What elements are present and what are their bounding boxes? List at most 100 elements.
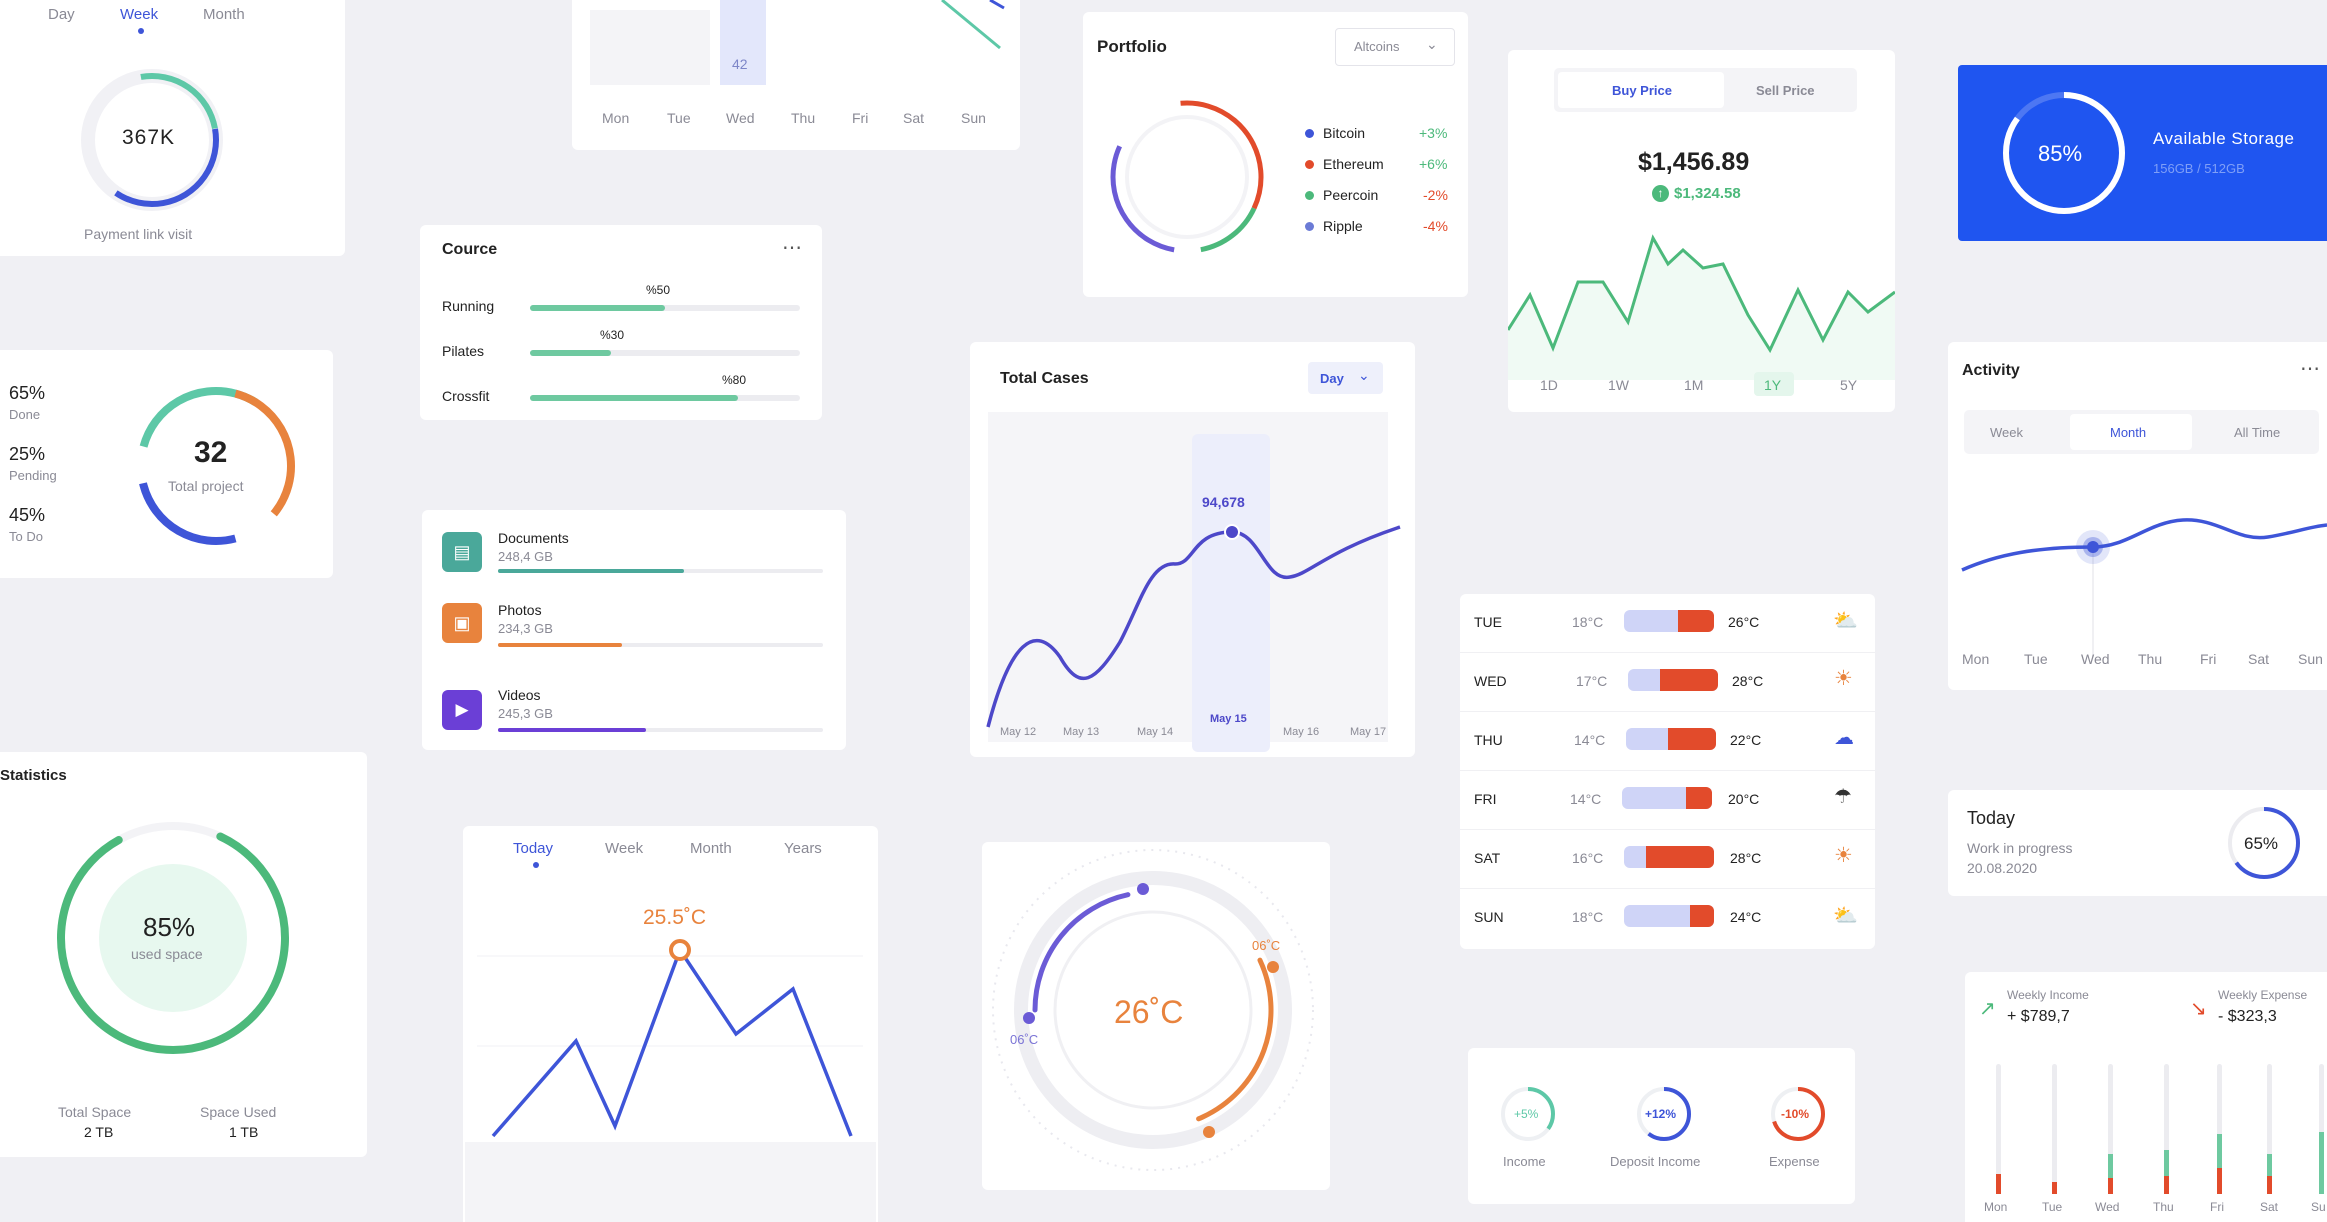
axis-label: Tue <box>2024 651 2048 667</box>
axis-label: Mon <box>1984 1200 2008 1214</box>
temp-range-bar <box>1624 905 1714 927</box>
axis-label: May 13 <box>1063 726 1100 738</box>
thermostat-high: 06˚C <box>1252 938 1281 953</box>
range-5y[interactable]: 5Y <box>1840 377 1858 393</box>
range-1y-label: 1Y <box>1764 377 1782 393</box>
tab-years[interactable]: Years <box>784 840 822 857</box>
tab-month[interactable]: Month <box>203 6 245 23</box>
weather-high: 22°C <box>1730 732 1762 748</box>
partly-cloudy-icon: ⛅ <box>1833 610 1858 632</box>
tab-buy-price[interactable]: Buy Price <box>1558 72 1724 108</box>
course-bar-fill <box>530 395 738 401</box>
stat-label: Pending <box>9 468 57 483</box>
axis-label: Thu <box>2138 651 2163 667</box>
file-bar-track <box>498 728 823 732</box>
weather-day: THU <box>1474 732 1503 748</box>
chevron-down-icon: ⌄ <box>1426 36 1438 52</box>
income-label: Income <box>1503 1154 1546 1169</box>
chevron-down-icon: ⌄ <box>1358 367 1370 383</box>
legend-dot <box>1305 160 1314 169</box>
today-ring <box>2228 807 2300 879</box>
weekly-expense-value: - $323,3 <box>2218 1008 2277 1025</box>
projects-card: 65% Done 25% Pending 45% To Do 32 Total … <box>0 350 333 578</box>
tab-day[interactable]: Day <box>48 6 75 23</box>
temp-range-hot <box>1668 728 1716 750</box>
portfolio-card: Portfolio Altcoins ⌄ Bitcoin +3% Ethereu… <box>1083 12 1468 297</box>
weather-card: TUE 18°C 26°C ⛅ WED 17°C 28°C ☀ THU 14°C… <box>1460 594 1875 949</box>
weather-day: SAT <box>1474 850 1501 866</box>
temp-range-hot <box>1686 787 1712 809</box>
weather-low: 18°C <box>1572 614 1604 630</box>
axis-label: Sat <box>903 110 925 126</box>
tab-month[interactable]: Month <box>690 840 732 857</box>
coin-name: Peercoin <box>1323 187 1379 203</box>
axis-label: Wed <box>726 110 755 126</box>
income-card: +5% Income +12% Deposit Income -10% Expe… <box>1468 1048 1855 1204</box>
chart-footer <box>465 1142 876 1222</box>
axis-label: Tue <box>667 110 691 126</box>
storm-cloud-icon: ☂ <box>1834 786 1852 808</box>
projects-total: 32 <box>194 436 228 469</box>
storage-title: Available Storage <box>2153 129 2295 148</box>
altcoins-dropdown[interactable]: Altcoins ⌄ <box>1335 28 1455 66</box>
range-1y[interactable] <box>1754 372 1794 396</box>
price-card: Buy Price Sell Price $1,456.89 ↑ $1,324.… <box>1508 50 1895 412</box>
tab-sell-price[interactable]: Sell Price <box>1756 83 1815 98</box>
document-icon: ▤ <box>442 532 482 572</box>
day-dropdown[interactable]: Day ⌄ <box>1308 362 1383 394</box>
course-bar-fill <box>530 305 665 311</box>
active-tab-dot <box>138 28 144 34</box>
tab-today[interactable]: Today <box>513 840 554 857</box>
tab-month[interactable]: Month <box>2070 414 2192 450</box>
space-used-value: 1 TB <box>229 1124 259 1140</box>
tab-week[interactable]: Week <box>1990 425 2023 440</box>
statistics-label: used space <box>131 946 203 962</box>
image-icon: ▣ <box>442 603 482 643</box>
tab-label: Buy Price <box>1612 83 1672 98</box>
axis-label: Wed <box>2081 651 2110 667</box>
legend-dot <box>1305 222 1314 231</box>
payment-visit-card: Day Week Month 367K Payment link visit <box>0 0 345 256</box>
course-title: Cource <box>442 241 498 258</box>
temp-range-hot <box>1678 610 1714 632</box>
weather-high: 28°C <box>1730 850 1762 866</box>
sun-icon: ☀ <box>1834 844 1853 867</box>
highlight-bar-value: 42 <box>732 56 748 72</box>
range-1d[interactable]: 1D <box>1540 377 1558 393</box>
payment-visit-value: 367K <box>122 126 176 149</box>
axis-label: Thu <box>791 110 816 126</box>
temp-line <box>477 939 863 1138</box>
file-bar-fill <box>498 643 622 647</box>
axis-label: Fri <box>2210 1200 2224 1214</box>
partly-cloudy-icon: ⛅ <box>1833 905 1858 927</box>
axis-label: Sat <box>2248 651 2270 667</box>
more-options-icon[interactable]: ⋯ <box>2300 358 2320 380</box>
range-1m[interactable]: 1M <box>1684 377 1704 393</box>
axis-label: Mon <box>602 110 630 126</box>
weather-day: SUN <box>1474 909 1504 925</box>
highlight-value: 94,678 <box>1202 494 1245 510</box>
temp-peak-label: 25.5˚C <box>643 906 707 929</box>
coin-change: +3% <box>1419 125 1448 141</box>
weather-day: TUE <box>1474 614 1502 630</box>
course-name: Running <box>442 298 495 314</box>
weather-row: SAT 16°C 28°C ☀ <box>1460 830 1875 889</box>
stat-label: To Do <box>9 529 43 544</box>
projects-ring <box>137 386 295 545</box>
axis-label: Sun <box>2298 651 2323 667</box>
weekly-income-label: Weekly Income <box>2007 988 2089 1002</box>
statistics-percent: 85% <box>143 912 196 942</box>
income-label: Deposit Income <box>1610 1154 1701 1169</box>
weather-low: 16°C <box>1572 850 1604 866</box>
today-title: Today <box>1967 808 2016 828</box>
temp-range-hot <box>1660 669 1718 691</box>
tab-all-time[interactable]: All Time <box>2234 425 2281 440</box>
more-options-icon[interactable]: ⋯ <box>782 237 802 259</box>
stat-value: 25% <box>9 444 46 464</box>
tab-week[interactable]: Week <box>120 6 159 23</box>
tab-week[interactable]: Week <box>605 840 644 857</box>
range-1w[interactable]: 1W <box>1608 377 1629 393</box>
temp-chart-card: Today Week Month Years 25.5˚C <box>463 826 878 1222</box>
arrow-down-right-icon: ↘ <box>2190 998 2207 1020</box>
statistics-card: Statistics 85% used space Total Space 2 … <box>0 752 367 1157</box>
